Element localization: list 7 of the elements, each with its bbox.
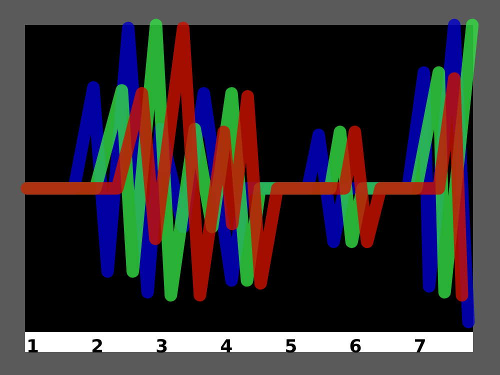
x-tick-label: 6 [350, 339, 361, 353]
x-tick-label: 1 [28, 339, 38, 352]
x-tick-label: 7 [414, 339, 425, 352]
x-tick-label: 5 [286, 339, 296, 353]
x-tick-label: 4 [220, 339, 232, 352]
x-tick-label: 3 [156, 339, 167, 353]
x-tick-label: 2 [92, 339, 102, 352]
